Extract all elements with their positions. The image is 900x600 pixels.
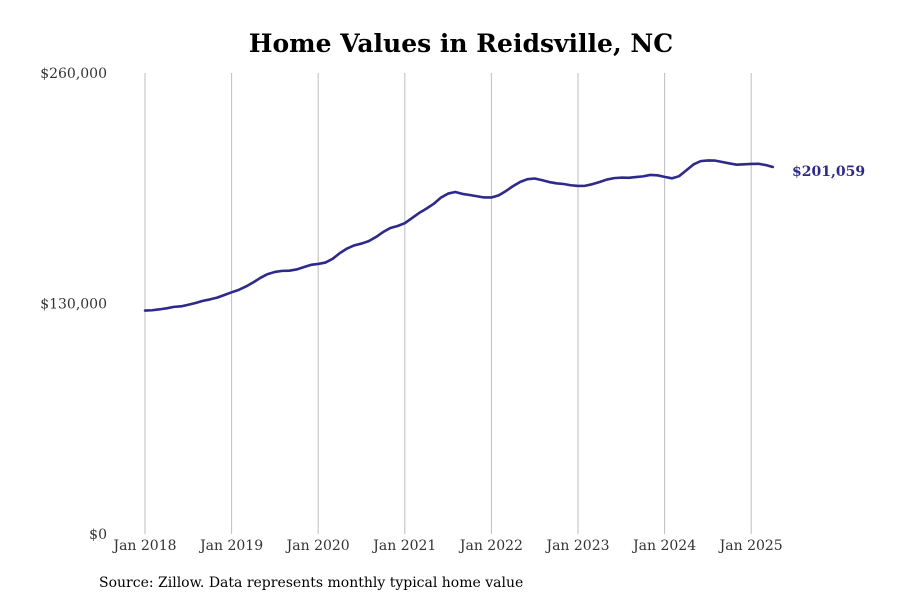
x-tick-label: Jan 2019 bbox=[198, 538, 263, 554]
x-tick-label: Jan 2025 bbox=[718, 538, 783, 554]
x-tick-label: Jan 2022 bbox=[458, 538, 523, 554]
y-axis-ticks: $0 $130,000 $260,000 bbox=[40, 66, 107, 543]
x-tick-label: Jan 2024 bbox=[631, 538, 696, 554]
series-line bbox=[143, 159, 775, 312]
last-value-label: $201,059 bbox=[792, 164, 865, 180]
y-tick-label: $130,000 bbox=[40, 297, 107, 313]
x-axis-ticks: Jan 2018 Jan 2019 Jan 2020 Jan 2021 Jan 2022… bbox=[111, 538, 782, 554]
series-layer bbox=[143, 159, 775, 312]
gridlines bbox=[144, 73, 752, 534]
source-note: Source: Zillow. Data represents monthly … bbox=[99, 575, 523, 591]
y-tick-label: $0 bbox=[89, 527, 107, 543]
y-tick-label: $260,000 bbox=[40, 66, 107, 82]
x-tick-label: Jan 2021 bbox=[371, 538, 436, 554]
x-tick-label: Jan 2020 bbox=[285, 538, 350, 554]
chart-title: Home Values in Reidsville, NC bbox=[249, 29, 673, 58]
x-tick-label: Jan 2023 bbox=[544, 538, 609, 554]
x-tick-label: Jan 2018 bbox=[111, 538, 176, 554]
